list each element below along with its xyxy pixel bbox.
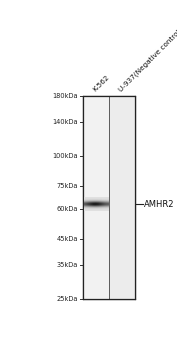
Text: 180kDa: 180kDa	[53, 93, 78, 99]
Bar	[83, 96, 109, 299]
Text: 75kDa: 75kDa	[57, 183, 78, 189]
Bar	[83, 96, 135, 299]
Text: AMHR2: AMHR2	[144, 199, 175, 209]
Text: K-562: K-562	[92, 75, 110, 93]
Text: 100kDa: 100kDa	[53, 154, 78, 160]
Text: 45kDa: 45kDa	[57, 236, 78, 242]
Text: 140kDa: 140kDa	[53, 119, 78, 125]
Bar	[109, 96, 135, 299]
Text: 25kDa: 25kDa	[57, 296, 78, 302]
Text: 35kDa: 35kDa	[57, 262, 78, 268]
Text: U-937(Negative control): U-937(Negative control)	[117, 27, 177, 93]
Text: 60kDa: 60kDa	[57, 206, 78, 212]
